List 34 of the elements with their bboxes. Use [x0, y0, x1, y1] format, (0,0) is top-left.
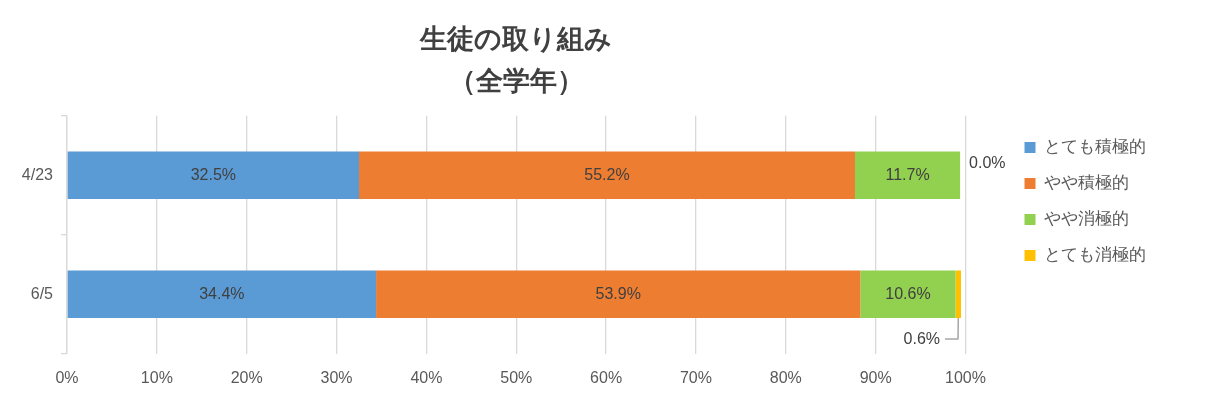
legend-label: やや積極的: [1044, 173, 1129, 193]
x-tick-label: 70%: [679, 368, 712, 386]
legend-label: やや消極的: [1044, 209, 1129, 229]
bar: [359, 151, 855, 200]
x-tick-label: 30%: [320, 368, 353, 386]
data-label: 53.9%: [595, 284, 641, 302]
chart-title: 生徒の取り組み: [419, 23, 613, 54]
x-tick-label: 10%: [140, 368, 173, 386]
bar: [860, 270, 956, 319]
data-label: 11.7%: [885, 165, 930, 183]
data-label: 55.2%: [584, 165, 630, 183]
legend-label: とても積極的: [1044, 137, 1146, 157]
x-tick-label: 60%: [590, 368, 623, 386]
y-tick-label: 6/5: [30, 284, 54, 302]
bar: [376, 270, 861, 319]
bar: [955, 270, 962, 319]
data-label: 34.4%: [199, 284, 245, 302]
bar: [67, 151, 360, 200]
bar: [854, 151, 961, 200]
x-tick-label: 100%: [945, 368, 986, 386]
y-tick-label: 4/23: [21, 165, 54, 183]
x-tick-label: 20%: [230, 368, 263, 386]
x-tick-label: 0%: [55, 368, 79, 386]
data-label: 32.5%: [190, 165, 237, 183]
x-tick-label: 40%: [410, 368, 443, 386]
legend-label: とても消極的: [1044, 245, 1146, 265]
data-label: 10.6%: [885, 284, 931, 302]
bar: [67, 270, 377, 319]
data-label: 0.6%: [903, 329, 941, 347]
x-tick-label: 50%: [500, 368, 533, 386]
data-label: 0.0%: [969, 153, 1006, 171]
x-tick-label: 90%: [859, 368, 892, 386]
chart-subtitle: （全学年）: [448, 66, 584, 97]
x-tick-label: 80%: [769, 368, 802, 386]
